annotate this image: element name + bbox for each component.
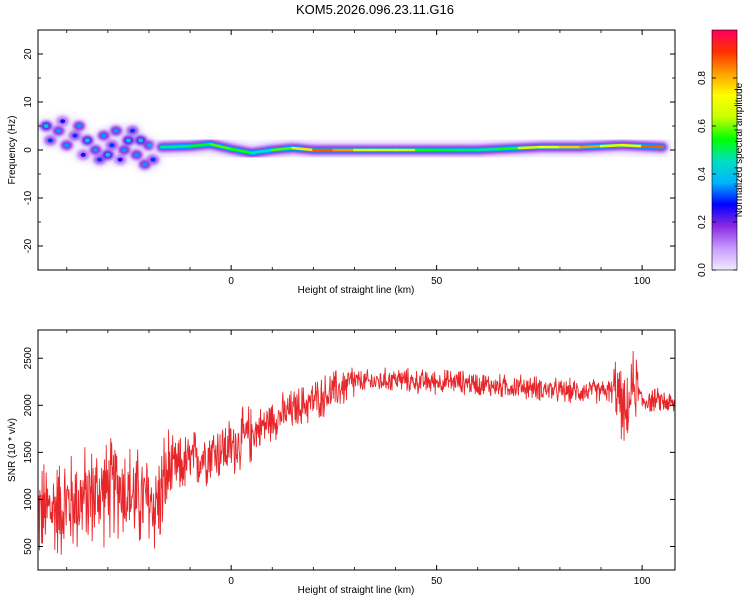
y-tick-label: -10 bbox=[23, 190, 34, 205]
spectrogram-blob-core bbox=[84, 138, 90, 143]
spectrogram-blob-core bbox=[134, 152, 140, 157]
spectrogram-band-segment bbox=[496, 146, 521, 151]
spectrogram-x-axis-label: Height of straight line (km) bbox=[298, 285, 415, 296]
colorbar-tick-label: 0.2 bbox=[697, 215, 708, 229]
spectrogram-blob-core bbox=[125, 138, 131, 143]
colorbar-tick-label: 0.6 bbox=[697, 119, 708, 133]
snr-marks bbox=[38, 350, 675, 555]
spectrogram-blob-core bbox=[47, 138, 53, 143]
spectrogram-band-segment bbox=[517, 145, 541, 150]
spectrogram-y-axis-label: Frequency (Hz) bbox=[7, 116, 18, 185]
spectrogram-band-segment bbox=[209, 142, 233, 151]
spectrogram-blob-core bbox=[93, 148, 99, 152]
spectrogram-blob-core bbox=[43, 124, 49, 128]
colorbar-tick-label: 0.0 bbox=[697, 263, 708, 277]
y-tick-label: 500 bbox=[23, 538, 34, 555]
spectrogram-blob-core bbox=[130, 128, 136, 133]
spectrogram-ticks: 0 50 100 -20 -10 0 10 20 bbox=[23, 29, 675, 287]
spectrogram-band-segment bbox=[599, 143, 623, 148]
spectrogram-blob-core bbox=[138, 138, 144, 143]
x-tick-label: 100 bbox=[634, 576, 651, 587]
spectrogram-band-segment bbox=[640, 144, 664, 149]
y-tick-label: 1000 bbox=[23, 488, 34, 511]
spectrogram-marks bbox=[38, 114, 671, 172]
spectrogram-band-segment bbox=[270, 146, 295, 152]
spectrogram-band-segment bbox=[159, 144, 192, 149]
spectrogram-band-segment bbox=[476, 147, 500, 152]
y-tick-label: 0 bbox=[23, 147, 34, 153]
spectrogram-blob-core bbox=[121, 148, 127, 152]
colorbar-label: Normalized spectral amplitude bbox=[734, 82, 745, 217]
x-tick-label: 100 bbox=[634, 276, 651, 287]
snr-y-axis-label: SNR (10 * v/v) bbox=[7, 418, 18, 482]
snr-panel: 0 50 100 500 1000 1500 2000 2500 Height of stra… bbox=[7, 329, 676, 596]
spectrogram-blob-core bbox=[105, 152, 111, 157]
spectrogram-blob-core bbox=[80, 152, 86, 157]
y-tick-label: 20 bbox=[23, 48, 34, 60]
spectrogram-blob-core bbox=[117, 157, 123, 162]
y-tick-label: 10 bbox=[23, 96, 34, 108]
colorbar-tick-label: 0.8 bbox=[697, 71, 708, 85]
spectrogram-blob-core bbox=[64, 143, 70, 148]
snr-ticks: 0 50 100 500 1000 1500 2000 2500 bbox=[23, 330, 675, 587]
spectrogram-blob-core bbox=[150, 157, 156, 162]
colorbar-gradient bbox=[711, 29, 738, 271]
spectrogram-band-segment bbox=[250, 148, 274, 155]
spectrogram-blob-core bbox=[146, 143, 152, 148]
spectrogram-blob-core bbox=[142, 162, 148, 167]
colorbar-ticks: 0.0 0.2 0.4 0.6 0.8 bbox=[697, 71, 737, 277]
y-tick-label: 1500 bbox=[23, 441, 34, 464]
spectrogram-blob-core bbox=[97, 157, 103, 162]
spectrogram-blob-core bbox=[101, 133, 107, 138]
snr-frame bbox=[37, 329, 676, 571]
spectrogram-blob-core bbox=[60, 119, 66, 124]
spectrogram-blob-core bbox=[56, 128, 62, 133]
spectrogram-band-segment bbox=[620, 143, 644, 148]
x-tick-label: 50 bbox=[431, 576, 443, 587]
snr-series-line bbox=[38, 350, 675, 555]
chart-title: KOM5.2026.096.23.11.G16 bbox=[295, 2, 455, 17]
x-tick-label: 0 bbox=[228, 276, 234, 287]
colorbar: 0.0 0.2 0.4 0.6 0.8 Normalized spectral ampl… bbox=[697, 29, 745, 277]
y-tick-label: -20 bbox=[23, 238, 34, 253]
colorbar-tick-label: 0.4 bbox=[697, 167, 708, 181]
x-tick-label: 50 bbox=[431, 276, 443, 287]
spectrogram-blob-core bbox=[109, 143, 115, 148]
y-tick-label: 2000 bbox=[23, 394, 34, 417]
spectrogram-band-segment bbox=[229, 147, 254, 155]
spectrogram-band-segment bbox=[291, 146, 315, 152]
x-tick-label: 0 bbox=[228, 576, 234, 587]
spectrogram-band-segment bbox=[579, 144, 603, 149]
spectrogram-band-segment bbox=[188, 142, 212, 148]
spectrogram-blob-core bbox=[76, 124, 82, 128]
snr-x-axis-label: Height of straight line (km) bbox=[298, 585, 415, 596]
spectrogram-blob-core bbox=[72, 133, 78, 138]
spectrogram-blob-core bbox=[113, 128, 119, 133]
spectrogram-panel: 0 50 100 -20 -10 0 10 20 Height of straight lin… bbox=[7, 29, 676, 296]
y-tick-label: 2500 bbox=[23, 347, 34, 370]
